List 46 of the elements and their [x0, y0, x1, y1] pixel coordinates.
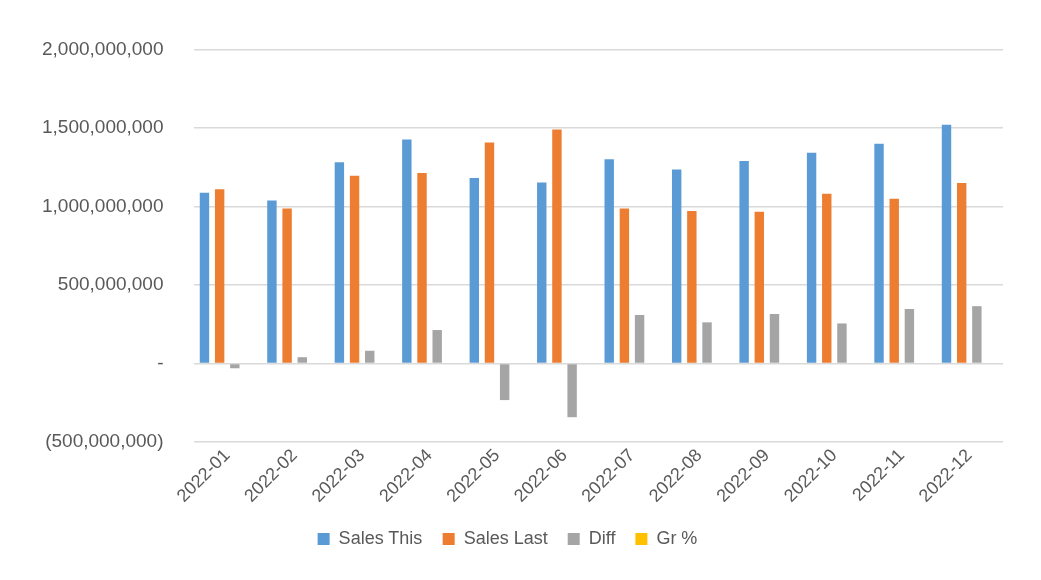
y-tick-label: 2,000,000,000 — [41, 37, 164, 59]
bar — [604, 159, 614, 363]
bar — [687, 211, 697, 363]
bar — [904, 309, 915, 363]
bar — [634, 314, 645, 363]
bar — [739, 161, 749, 363]
bar — [349, 175, 360, 363]
bar — [214, 189, 225, 363]
y-tick-label: 1,000,000,000 — [41, 194, 164, 216]
bar — [334, 162, 345, 363]
bar — [230, 364, 240, 369]
bar — [972, 306, 982, 363]
bar — [874, 143, 884, 363]
bar — [199, 192, 210, 363]
legend-label: Sales Last — [463, 527, 548, 548]
bar — [956, 182, 967, 363]
bar — [499, 364, 510, 401]
legend-label: Diff — [588, 527, 617, 548]
bar — [402, 139, 412, 363]
y-tick-label: 500,000,000 — [57, 273, 164, 295]
bar — [806, 152, 817, 363]
bar — [822, 193, 832, 363]
bar — [702, 322, 712, 363]
bar — [469, 178, 479, 363]
y-tick-label: 1,500,000,000 — [41, 116, 164, 138]
bar — [769, 314, 780, 363]
y-tick-label: - — [157, 351, 164, 373]
bar — [537, 182, 547, 363]
bar — [417, 173, 427, 363]
bar — [552, 129, 562, 363]
bar — [754, 211, 765, 363]
bar — [837, 323, 847, 363]
legend-label: Gr % — [656, 527, 698, 548]
legend-label: Sales This — [338, 527, 423, 548]
bar — [297, 357, 307, 363]
y-tick-label: (500,000,000) — [45, 430, 164, 452]
bar — [432, 330, 442, 363]
bar — [365, 350, 375, 363]
bar — [619, 208, 630, 363]
bar — [671, 169, 682, 363]
bar — [282, 208, 292, 363]
bar — [941, 124, 952, 363]
bar — [484, 142, 495, 363]
bar — [267, 200, 277, 363]
bar — [889, 198, 899, 363]
bar — [567, 364, 577, 418]
